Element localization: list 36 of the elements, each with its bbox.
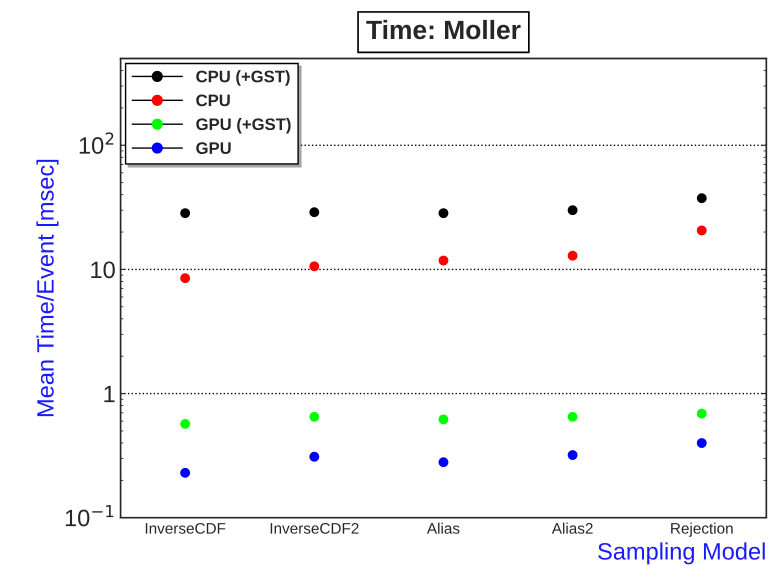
x-tick-label: Alias2	[552, 522, 593, 534]
point	[438, 208, 448, 218]
y-tick-label: 10$^{2}$	[80, 132, 114, 154]
point	[568, 250, 578, 261]
point	[180, 273, 190, 284]
legend-label: CPU (+GST)	[196, 70, 290, 86]
legend-label: GPU (+GST)	[196, 118, 291, 134]
x-tick-label: Rejection	[671, 522, 733, 537]
chart-title: Time: Moller	[366, 20, 521, 40]
point	[180, 418, 190, 429]
y-tick-label: 10	[91, 261, 115, 278]
legend-label: CPU	[196, 94, 230, 106]
point	[568, 412, 578, 422]
x-tick-label: InverseCDF2	[270, 522, 359, 534]
point	[309, 261, 320, 272]
point	[438, 256, 448, 266]
x-tick-label: InverseCDF	[146, 522, 226, 534]
point	[309, 207, 320, 218]
point	[309, 412, 320, 422]
point	[696, 408, 707, 418]
point	[568, 450, 578, 460]
point	[180, 468, 190, 478]
y-tick-label: 1	[104, 386, 115, 402]
y-tick-label: 10$^{−1}$	[66, 505, 114, 526]
point	[696, 193, 707, 204]
point	[438, 414, 448, 424]
point	[180, 208, 190, 218]
point	[696, 438, 707, 448]
point	[568, 205, 578, 216]
point	[438, 457, 448, 468]
x-axis-title: Sampling Model	[598, 542, 765, 564]
x-tick-label: Alias	[426, 522, 460, 534]
y-axis-title: Mean Time/Event [msec]	[36, 160, 58, 416]
legend-label: GPU	[196, 142, 231, 154]
point	[696, 226, 707, 236]
point	[309, 452, 320, 462]
